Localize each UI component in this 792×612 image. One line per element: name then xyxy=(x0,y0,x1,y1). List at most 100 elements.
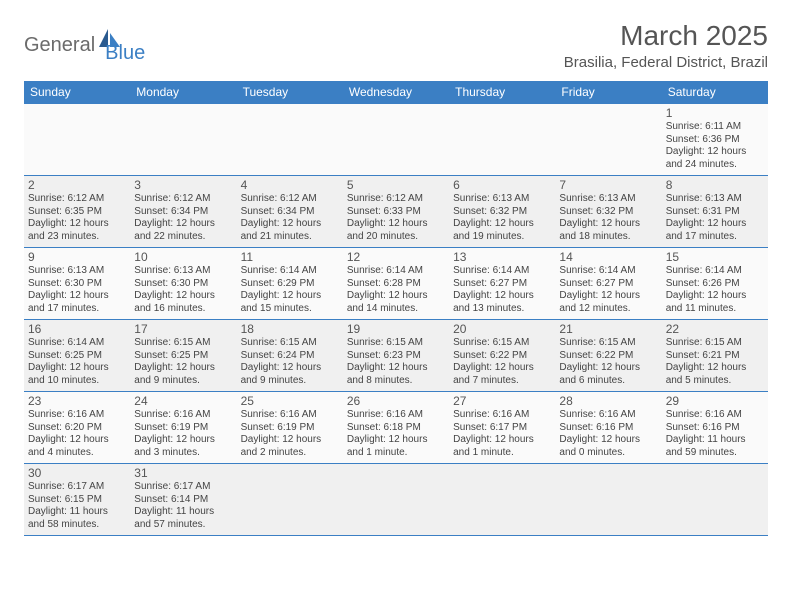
daylight-text: Daylight: 12 hours and 13 minutes. xyxy=(453,290,551,315)
day-number: 28 xyxy=(559,394,657,408)
daylight-text: Daylight: 12 hours and 19 minutes. xyxy=(453,218,551,243)
day-info: Sunrise: 6:14 AMSunset: 6:27 PMDaylight:… xyxy=(559,265,657,315)
calendar-day-cell xyxy=(449,104,555,176)
calendar-week-row: 23Sunrise: 6:16 AMSunset: 6:20 PMDayligh… xyxy=(24,392,768,464)
daylight-text: Daylight: 12 hours and 9 minutes. xyxy=(134,362,232,387)
calendar-week-row: 16Sunrise: 6:14 AMSunset: 6:25 PMDayligh… xyxy=(24,320,768,392)
calendar-day-cell: 3Sunrise: 6:12 AMSunset: 6:34 PMDaylight… xyxy=(130,176,236,248)
calendar-day-cell: 29Sunrise: 6:16 AMSunset: 6:16 PMDayligh… xyxy=(662,392,768,464)
day-info: Sunrise: 6:17 AMSunset: 6:15 PMDaylight:… xyxy=(28,481,126,531)
sunset-text: Sunset: 6:34 PM xyxy=(134,206,232,219)
daylight-text: Daylight: 11 hours and 58 minutes. xyxy=(28,506,126,531)
day-info: Sunrise: 6:15 AMSunset: 6:25 PMDaylight:… xyxy=(134,337,232,387)
day-number: 17 xyxy=(134,322,232,336)
weekday-header: Wednesday xyxy=(343,81,449,104)
day-info: Sunrise: 6:16 AMSunset: 6:16 PMDaylight:… xyxy=(559,409,657,459)
sunset-text: Sunset: 6:27 PM xyxy=(559,278,657,291)
calendar-day-cell: 28Sunrise: 6:16 AMSunset: 6:16 PMDayligh… xyxy=(555,392,661,464)
day-info: Sunrise: 6:14 AMSunset: 6:26 PMDaylight:… xyxy=(666,265,764,315)
month-title: March 2025 xyxy=(564,20,768,52)
calendar-day-cell: 26Sunrise: 6:16 AMSunset: 6:18 PMDayligh… xyxy=(343,392,449,464)
calendar-day-cell: 11Sunrise: 6:14 AMSunset: 6:29 PMDayligh… xyxy=(237,248,343,320)
weekday-header: Saturday xyxy=(662,81,768,104)
day-info: Sunrise: 6:13 AMSunset: 6:31 PMDaylight:… xyxy=(666,193,764,243)
sunrise-text: Sunrise: 6:16 AM xyxy=(453,409,551,422)
sunrise-text: Sunrise: 6:14 AM xyxy=(559,265,657,278)
sunset-text: Sunset: 6:31 PM xyxy=(666,206,764,219)
daylight-text: Daylight: 12 hours and 23 minutes. xyxy=(28,218,126,243)
daylight-text: Daylight: 12 hours and 3 minutes. xyxy=(134,434,232,459)
day-number: 2 xyxy=(28,178,126,192)
daylight-text: Daylight: 12 hours and 9 minutes. xyxy=(241,362,339,387)
sunset-text: Sunset: 6:30 PM xyxy=(134,278,232,291)
calendar-table: SundayMondayTuesdayWednesdayThursdayFrid… xyxy=(24,81,768,536)
sunset-text: Sunset: 6:34 PM xyxy=(241,206,339,219)
calendar-day-cell xyxy=(130,104,236,176)
daylight-text: Daylight: 12 hours and 15 minutes. xyxy=(241,290,339,315)
sunset-text: Sunset: 6:25 PM xyxy=(134,350,232,363)
day-number: 8 xyxy=(666,178,764,192)
day-number: 4 xyxy=(241,178,339,192)
daylight-text: Daylight: 12 hours and 0 minutes. xyxy=(559,434,657,459)
sunrise-text: Sunrise: 6:14 AM xyxy=(347,265,445,278)
sunrise-text: Sunrise: 6:15 AM xyxy=(453,337,551,350)
daylight-text: Daylight: 12 hours and 20 minutes. xyxy=(347,218,445,243)
day-info: Sunrise: 6:13 AMSunset: 6:30 PMDaylight:… xyxy=(134,265,232,315)
day-info: Sunrise: 6:15 AMSunset: 6:22 PMDaylight:… xyxy=(559,337,657,387)
calendar-day-cell: 17Sunrise: 6:15 AMSunset: 6:25 PMDayligh… xyxy=(130,320,236,392)
sunrise-text: Sunrise: 6:13 AM xyxy=(666,193,764,206)
sunrise-text: Sunrise: 6:16 AM xyxy=(559,409,657,422)
calendar-day-cell xyxy=(662,464,768,536)
calendar-day-cell: 15Sunrise: 6:14 AMSunset: 6:26 PMDayligh… xyxy=(662,248,768,320)
day-info: Sunrise: 6:17 AMSunset: 6:14 PMDaylight:… xyxy=(134,481,232,531)
daylight-text: Daylight: 12 hours and 21 minutes. xyxy=(241,218,339,243)
calendar-day-cell xyxy=(449,464,555,536)
sunset-text: Sunset: 6:32 PM xyxy=(453,206,551,219)
sunrise-text: Sunrise: 6:12 AM xyxy=(241,193,339,206)
daylight-text: Daylight: 12 hours and 1 minute. xyxy=(453,434,551,459)
sunrise-text: Sunrise: 6:13 AM xyxy=(559,193,657,206)
day-number: 5 xyxy=(347,178,445,192)
day-info: Sunrise: 6:14 AMSunset: 6:25 PMDaylight:… xyxy=(28,337,126,387)
sunrise-text: Sunrise: 6:14 AM xyxy=(453,265,551,278)
day-number: 15 xyxy=(666,250,764,264)
day-info: Sunrise: 6:12 AMSunset: 6:35 PMDaylight:… xyxy=(28,193,126,243)
sunrise-text: Sunrise: 6:16 AM xyxy=(28,409,126,422)
sunrise-text: Sunrise: 6:14 AM xyxy=(666,265,764,278)
sunset-text: Sunset: 6:27 PM xyxy=(453,278,551,291)
day-info: Sunrise: 6:14 AMSunset: 6:28 PMDaylight:… xyxy=(347,265,445,315)
day-number: 3 xyxy=(134,178,232,192)
day-number: 12 xyxy=(347,250,445,264)
daylight-text: Daylight: 12 hours and 24 minutes. xyxy=(666,146,764,171)
daylight-text: Daylight: 12 hours and 1 minute. xyxy=(347,434,445,459)
sunrise-text: Sunrise: 6:16 AM xyxy=(134,409,232,422)
day-info: Sunrise: 6:16 AMSunset: 6:18 PMDaylight:… xyxy=(347,409,445,459)
day-info: Sunrise: 6:15 AMSunset: 6:22 PMDaylight:… xyxy=(453,337,551,387)
sunset-text: Sunset: 6:19 PM xyxy=(241,422,339,435)
calendar-day-cell xyxy=(237,464,343,536)
calendar-day-cell: 31Sunrise: 6:17 AMSunset: 6:14 PMDayligh… xyxy=(130,464,236,536)
calendar-day-cell: 2Sunrise: 6:12 AMSunset: 6:35 PMDaylight… xyxy=(24,176,130,248)
weekday-header-row: SundayMondayTuesdayWednesdayThursdayFrid… xyxy=(24,81,768,104)
day-number: 14 xyxy=(559,250,657,264)
daylight-text: Daylight: 12 hours and 17 minutes. xyxy=(666,218,764,243)
day-number: 30 xyxy=(28,466,126,480)
day-info: Sunrise: 6:16 AMSunset: 6:20 PMDaylight:… xyxy=(28,409,126,459)
daylight-text: Daylight: 12 hours and 22 minutes. xyxy=(134,218,232,243)
calendar-week-row: 1Sunrise: 6:11 AMSunset: 6:36 PMDaylight… xyxy=(24,104,768,176)
daylight-text: Daylight: 12 hours and 11 minutes. xyxy=(666,290,764,315)
day-info: Sunrise: 6:12 AMSunset: 6:34 PMDaylight:… xyxy=(241,193,339,243)
sunset-text: Sunset: 6:14 PM xyxy=(134,494,232,507)
sunset-text: Sunset: 6:32 PM xyxy=(559,206,657,219)
sunset-text: Sunset: 6:30 PM xyxy=(28,278,126,291)
day-number: 9 xyxy=(28,250,126,264)
daylight-text: Daylight: 12 hours and 17 minutes. xyxy=(28,290,126,315)
calendar-day-cell: 16Sunrise: 6:14 AMSunset: 6:25 PMDayligh… xyxy=(24,320,130,392)
daylight-text: Daylight: 11 hours and 57 minutes. xyxy=(134,506,232,531)
sunset-text: Sunset: 6:24 PM xyxy=(241,350,339,363)
sunrise-text: Sunrise: 6:13 AM xyxy=(134,265,232,278)
calendar-day-cell: 14Sunrise: 6:14 AMSunset: 6:27 PMDayligh… xyxy=(555,248,661,320)
sunset-text: Sunset: 6:16 PM xyxy=(559,422,657,435)
sunset-text: Sunset: 6:19 PM xyxy=(134,422,232,435)
calendar-week-row: 2Sunrise: 6:12 AMSunset: 6:35 PMDaylight… xyxy=(24,176,768,248)
